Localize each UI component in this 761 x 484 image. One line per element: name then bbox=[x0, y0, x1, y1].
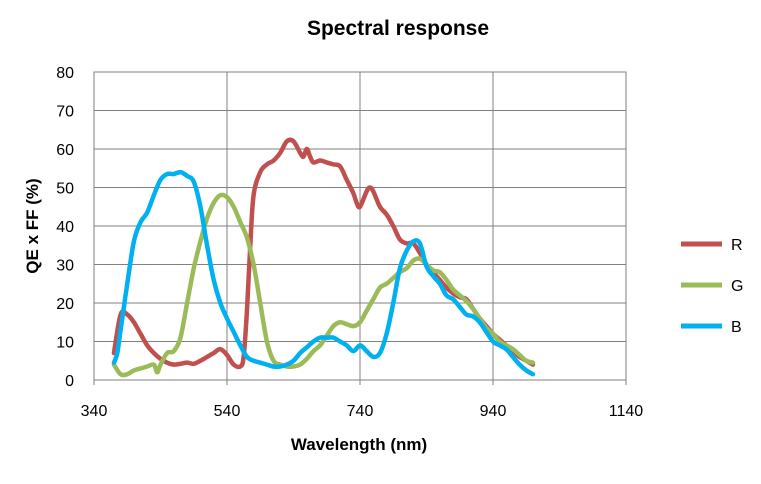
y-tick-label: 30 bbox=[56, 258, 74, 275]
y-tick-label: 40 bbox=[56, 219, 74, 236]
series-lines bbox=[111, 137, 536, 378]
chart-title: Spectral response bbox=[307, 17, 489, 40]
y-tick-label: 70 bbox=[56, 104, 74, 121]
x-tick-label: 540 bbox=[214, 403, 241, 420]
x-tick-label: 1140 bbox=[609, 403, 644, 420]
y-axis-title: QE x FF (%) bbox=[23, 178, 42, 273]
x-tick-label: 740 bbox=[347, 403, 374, 420]
x-tick-label: 940 bbox=[480, 403, 507, 420]
x-axis-title: Wavelength (nm) bbox=[291, 435, 427, 454]
legend: R G B bbox=[681, 237, 743, 336]
series-line-g bbox=[111, 192, 536, 378]
series-line-r bbox=[111, 137, 536, 370]
y-tick-label: 80 bbox=[56, 65, 74, 82]
legend-label-r: R bbox=[731, 237, 743, 254]
x-axis-ticks: 340 540 740 940 1140 bbox=[81, 380, 644, 420]
gridlines bbox=[94, 72, 626, 380]
y-axis-ticks: 0 10 20 30 40 50 60 70 80 bbox=[56, 65, 74, 390]
y-tick-label: 10 bbox=[56, 335, 74, 352]
y-tick-label: 20 bbox=[56, 296, 74, 313]
y-tick-label: 0 bbox=[65, 373, 74, 390]
legend-label-b: B bbox=[731, 319, 742, 336]
y-tick-label: 50 bbox=[56, 181, 74, 198]
x-tick-label: 340 bbox=[81, 403, 108, 420]
series-line-b bbox=[111, 169, 536, 377]
y-tick-label: 60 bbox=[56, 142, 74, 159]
legend-label-g: G bbox=[731, 278, 743, 295]
